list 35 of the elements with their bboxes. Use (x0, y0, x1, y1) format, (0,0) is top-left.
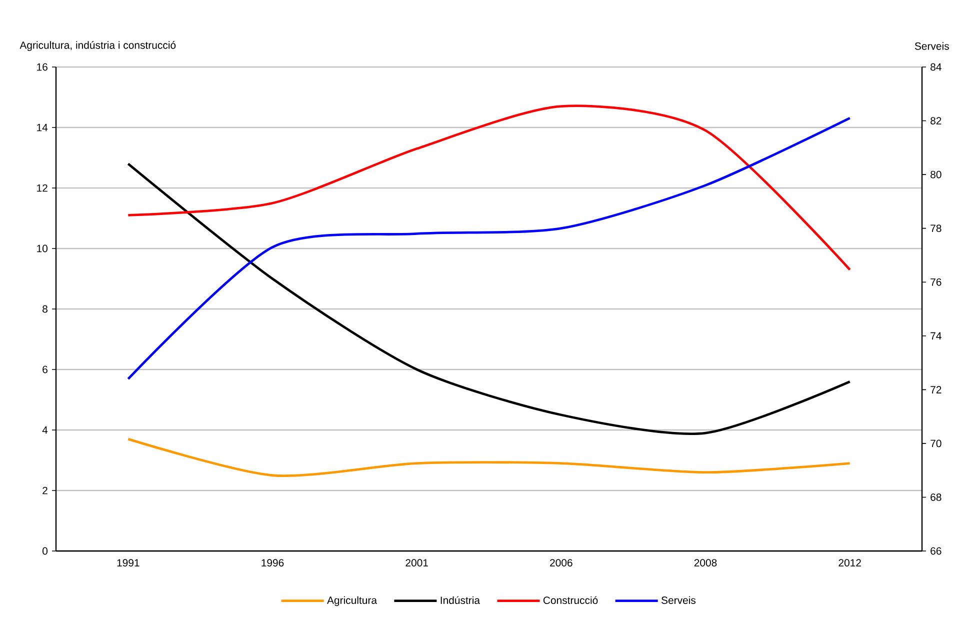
x-tick-label: 2001 (406, 559, 428, 566)
legend-label: Serveis (662, 596, 696, 604)
y-tick-label: 12 (37, 184, 48, 192)
y-tick-label: 4 (42, 426, 48, 434)
y-axis-title: Agricultura, indústria i construcció (20, 41, 176, 51)
y2-tick-label: 78 (930, 224, 942, 232)
y2-tick-label: 82 (930, 117, 942, 124)
line-series (126, 438, 852, 477)
y2-tick-label: 66 (930, 547, 942, 555)
x-tick-label: 1991 (117, 559, 140, 566)
legend-label: Construcció (543, 596, 598, 604)
line-series (126, 162, 852, 435)
y-tick-label: 10 (37, 244, 48, 252)
y2-tick-label: 72 (930, 386, 942, 394)
x-tick-label: 2008 (694, 559, 717, 566)
y2-tick-label: 80 (930, 170, 942, 178)
line-series (126, 104, 852, 271)
line-series (126, 116, 852, 380)
y-tick-label: 2 (42, 486, 48, 494)
y2-tick-label: 68 (930, 494, 942, 501)
y2-axis-title: Serveis (914, 42, 949, 50)
y2-tick-label: 70 (930, 440, 942, 448)
y-tick-label: 6 (42, 366, 48, 374)
y2-tick-label: 84 (930, 63, 942, 71)
x-tick-label: 2006 (550, 559, 572, 566)
y-tick-label: 16 (37, 63, 48, 71)
legend-label: Agricultura (327, 596, 377, 606)
y-tick-label: 8 (42, 305, 48, 313)
y-tick-label: 14 (37, 124, 48, 132)
y-tick-label: 0 (42, 547, 48, 555)
legend-label: Indústria (440, 596, 480, 604)
x-tick-label: 2012 (838, 559, 861, 566)
x-tick-label: 1996 (262, 559, 284, 566)
y2-tick-label: 76 (930, 278, 942, 286)
y2-tick-label: 74 (930, 332, 942, 340)
